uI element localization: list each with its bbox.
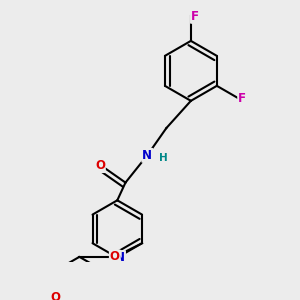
Text: N: N: [142, 149, 152, 162]
Text: F: F: [191, 10, 199, 23]
Text: N: N: [115, 251, 125, 264]
Text: O: O: [95, 159, 105, 172]
Text: O: O: [110, 250, 120, 263]
Text: F: F: [238, 92, 246, 105]
Text: O: O: [51, 291, 61, 300]
Text: H: H: [159, 153, 168, 163]
